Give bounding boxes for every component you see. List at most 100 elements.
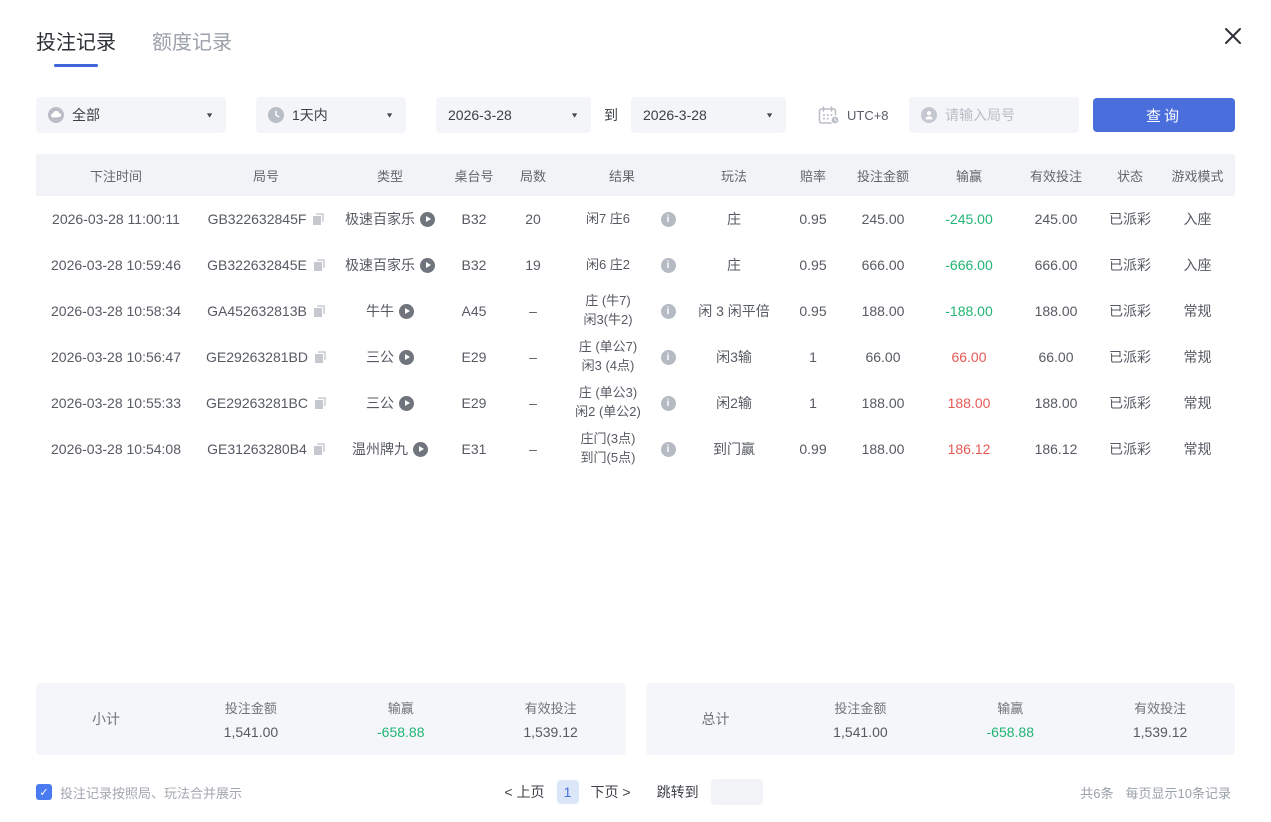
- subtotal-label: 小计: [92, 711, 120, 727]
- copy-icon[interactable]: [312, 258, 325, 272]
- play-video-icon[interactable]: [420, 211, 435, 227]
- play-type-cell: 闲3输: [716, 349, 752, 365]
- time-range-dropdown[interactable]: 1天内 ▼: [256, 97, 406, 133]
- calendar-clock-icon: [818, 105, 840, 125]
- valid-bet-cell: 186.12: [1034, 441, 1078, 457]
- subtotal-bet-label: 投注金额: [224, 701, 277, 716]
- subtotal-bet-value: 1,541.00: [223, 724, 279, 740]
- subtotal-bet: 投注金额 1,541.00: [176, 698, 326, 740]
- total-bet-value: 1,541.00: [833, 724, 888, 740]
- table-header-row: 下注时间 局号 类型 桌台号 局数 结果 玩法 赔率 投注金额 输赢 有效投注 状态 游戏模式: [36, 154, 1235, 196]
- result-cell: 闲7 庄6: [562, 208, 654, 231]
- copy-icon[interactable]: [312, 442, 325, 456]
- total-label: 总计: [701, 711, 730, 727]
- column-header: 结果: [608, 168, 635, 184]
- total-box: 总计 投注金额 1,541.00 输赢 -658.88 有效投注 1,539.1…: [645, 683, 1235, 755]
- info-icon[interactable]: i: [660, 349, 676, 365]
- tab-bet-records[interactable]: 投注记录: [36, 26, 116, 67]
- info-icon[interactable]: i: [660, 303, 676, 319]
- win-loss-cell: 188.00: [947, 395, 991, 411]
- bet-time-cell: 2026-03-28 10:56:47: [51, 349, 181, 365]
- column-header: 局号: [252, 168, 279, 184]
- query-button[interactable]: 查询: [1093, 98, 1235, 132]
- table-row: 2026-03-28 10:54:08 GE31263280B4 温州牌九 E31 – 庄…: [36, 426, 1235, 472]
- timezone-group[interactable]: UTC+8: [818, 105, 889, 125]
- result-line: 闲3(牛2): [583, 312, 633, 327]
- dialog-header: 投注记录 额度记录: [0, 0, 1271, 67]
- round-id-cell: GB322632845F: [196, 209, 336, 229]
- table-row: 2026-03-28 11:00:11 GB322632845F 极速百家乐 B32 2…: [36, 196, 1235, 242]
- subtotal-valid: 有效投注 1,539.12: [476, 698, 626, 740]
- valid-bet-cell: 188.00: [1034, 303, 1078, 319]
- game-type-cell: 温州牌九: [336, 437, 444, 461]
- game-mode-cell: 常规: [1183, 349, 1212, 365]
- round-id-text: GB322632845F: [207, 211, 307, 227]
- play-type-cell: 闲2输: [716, 395, 752, 411]
- category-dropdown[interactable]: 全部 ▼: [36, 97, 226, 133]
- date-from-dropdown[interactable]: 2026-3-28 ▼: [436, 97, 591, 133]
- result-line: 庄门(3点): [580, 431, 636, 447]
- filter-bar: 全部 ▼ 1天内 ▼ 2026-3-28 ▼ 到 2026-3-28 ▼: [36, 97, 1235, 133]
- round-search-input[interactable]: [945, 107, 1055, 123]
- subtotal-winloss-label: 输赢: [387, 701, 414, 716]
- column-header: 玩法: [720, 168, 747, 184]
- result-info-cell: i: [654, 256, 682, 275]
- close-button[interactable]: [1221, 24, 1245, 48]
- odds-cell: 1: [809, 349, 817, 365]
- copy-icon[interactable]: [312, 212, 325, 226]
- play-type-cell: 庄: [727, 257, 741, 273]
- info-icon[interactable]: i: [660, 211, 676, 227]
- copy-icon[interactable]: [313, 396, 326, 410]
- status-cell: 已派彩: [1109, 303, 1151, 319]
- bet-amount-cell: 245.00: [861, 211, 905, 227]
- result-info-cell: i: [654, 348, 682, 367]
- result-info-cell: i: [654, 394, 682, 413]
- prev-page-button[interactable]: < 上页: [504, 784, 545, 800]
- merge-checkbox[interactable]: ✓: [36, 784, 52, 800]
- game-type-text: 三公: [366, 395, 394, 411]
- tab-quota-records-label: 额度记录: [152, 32, 232, 54]
- play-video-icon[interactable]: [413, 441, 428, 457]
- round-id-cell: GE31263280B4: [196, 439, 336, 459]
- column-header: 局数: [519, 168, 546, 184]
- jump-to-label: 跳转到: [656, 784, 699, 800]
- total-valid: 有效投注 1,539.12: [1085, 698, 1235, 740]
- subtotal-valid-label: 有效投注: [524, 701, 577, 716]
- status-cell: 已派彩: [1109, 349, 1151, 365]
- copy-icon[interactable]: [312, 304, 325, 318]
- result-line: 庄 (单公3): [578, 385, 638, 401]
- current-page-button[interactable]: 1: [556, 780, 579, 804]
- date-to-dropdown[interactable]: 2026-3-28 ▼: [631, 97, 786, 133]
- round-number-cell: –: [529, 441, 537, 457]
- game-mode-cell: 常规: [1183, 303, 1212, 319]
- odds-cell: 0.95: [799, 257, 827, 273]
- win-loss-cell: -245.00: [945, 211, 993, 227]
- info-icon[interactable]: i: [660, 441, 676, 457]
- tab-quota-records[interactable]: 额度记录: [152, 26, 232, 67]
- round-search-box[interactable]: [909, 97, 1079, 133]
- play-video-icon[interactable]: [399, 349, 414, 365]
- status-cell: 已派彩: [1109, 441, 1151, 457]
- play-video-icon[interactable]: [420, 257, 435, 273]
- play-video-icon[interactable]: [399, 303, 414, 319]
- total-valid-label: 有效投注: [1134, 701, 1187, 716]
- next-page-button[interactable]: 下页 >: [590, 784, 631, 800]
- time-range-value: 1天内: [292, 107, 328, 123]
- info-icon[interactable]: i: [660, 257, 676, 273]
- game-type-cell: 极速百家乐: [336, 253, 444, 277]
- copy-icon[interactable]: [313, 350, 326, 364]
- table-number-cell: B32: [461, 211, 487, 227]
- info-icon[interactable]: i: [660, 395, 676, 411]
- result-info-cell: i: [654, 440, 682, 459]
- round-id-cell: GE29263281BC: [196, 393, 336, 413]
- footer-bar: ✓ 投注记录按照局、玩法合并展示 < 上页 1 下页 > 跳转到 共6条 每页显…: [36, 778, 1231, 806]
- play-video-icon[interactable]: [399, 395, 414, 411]
- jump-page-input[interactable]: [710, 779, 763, 805]
- column-header: 输赢: [955, 168, 982, 184]
- subtotal-box: 小计 投注金额 1,541.00 输赢 -658.88 有效投注 1,539.1…: [36, 683, 626, 755]
- table-number-cell: E31: [461, 441, 487, 457]
- chevron-down-icon: ▼: [205, 111, 214, 119]
- table-row: 2026-03-28 10:55:33 GE29263281BC 三公 E29 – 庄 (…: [36, 380, 1235, 426]
- game-mode-cell: 常规: [1183, 441, 1212, 457]
